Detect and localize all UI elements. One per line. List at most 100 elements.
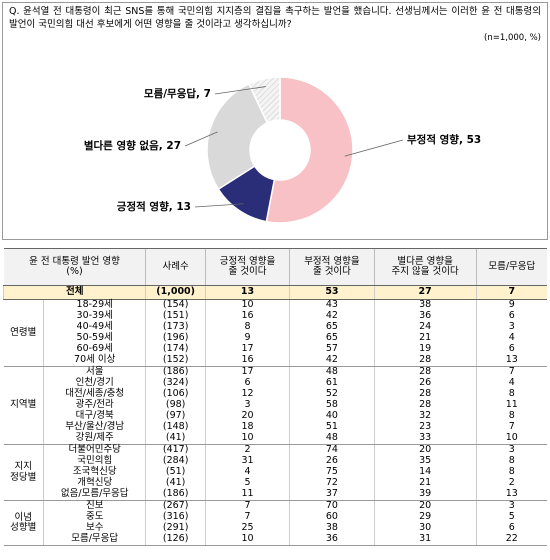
cell: 더불어민주당 [42,444,146,456]
cell: 10 [204,534,290,546]
cell: 10 [204,433,290,445]
cell: 보수 [42,523,146,534]
result-table: 윤 전 대통령 발언 영향 (%) 사례수 긍정적 영향을 줄 것이다 부정적 영향을 … [2,248,547,546]
cell: 17 [204,366,290,378]
cell: 9 [204,333,290,344]
cell: 60 [289,512,375,523]
cell: 13 [475,355,547,367]
cell: 부산/울산/경남 [42,422,146,433]
cell: 70 [289,500,375,512]
table-row: 중도 (316) 7 60 29 5 [4,512,547,523]
table-row: 40-49세 (173) 8 65 24 3 [4,322,547,333]
cell: 국민의힘 [42,456,146,467]
cell: 서울 [42,366,146,378]
data-label: 모름/무응답, 7 [144,88,211,100]
table-row: 없음/모름/무응답 (186) 11 37 39 13 [4,489,547,501]
cell: 40 [289,411,375,422]
cell: 대전/세종/충청 [42,389,146,400]
cell: 36 [289,534,375,546]
cell: 개혁신당 [42,478,146,489]
table-row: 70세 이상 (152) 16 42 28 13 [4,355,547,367]
group-label: 지지 정당별 [3,444,44,501]
group-label: 연령별 [3,299,44,367]
cell: 6 [204,378,290,389]
cell: 42 [289,355,375,367]
table-row: 이념 성향별 진보 (267) 7 70 20 3 [3,500,547,546]
cell: 강원/제주 [42,433,146,445]
cell: (51) [145,467,206,478]
header-cell: 별다른 영향을 주지 않을 것이다 [373,248,477,286]
cell: 모름/무응답 [42,534,146,546]
cell: 14 [373,467,477,478]
cell: (186) [145,366,206,378]
cell: 8 [475,467,547,478]
cell: 10 [475,433,547,445]
cell: 33 [373,433,477,445]
cell: 25 [204,523,290,534]
leader-line [194,203,244,208]
cell: 37 [289,489,375,501]
cell: 26 [373,378,477,389]
cell: (324) [145,378,206,389]
group-text: 정당별 [10,471,37,483]
cell: 75 [289,467,375,478]
table-row: 광주/전라 (98) 3 58 28 11 [4,400,547,411]
cell: 9 [475,299,547,311]
table-row: 지역별 서울 (186) 17 48 28 7 [3,366,547,445]
table-row: 보수 (291) 25 38 30 6 [4,523,547,534]
cell: (152) [145,355,206,367]
cell: 36 [373,311,477,322]
total-row: 전체 (1,000) 13 53 27 7 [2,285,547,300]
cell: 28 [373,389,477,400]
cell: 28 [373,400,477,411]
cell: (173) [145,322,206,333]
cell: 40-49세 [42,322,146,333]
cell: 53 [289,285,375,300]
cell: 없음/모름/무응답 [42,489,146,501]
cell: 6 [475,523,547,534]
cell: 3 [475,322,547,333]
data-label: 별다른 영향 없음, 27 [84,139,181,152]
cell: 광주/전라 [42,400,146,411]
cell: 8 [475,411,547,422]
leader-line [184,131,218,147]
leader-line [344,139,404,157]
cell: (291) [145,523,206,534]
header-text: (%) [66,266,83,277]
chart-panel: Q. 윤석열 전 대통령이 최근 SNS를 통해 국민의힘 지지층의 결집을 촉… [2,2,548,240]
group-text: 성향별 [10,522,37,533]
cell: 51 [289,422,375,433]
cell: 20 [373,500,477,512]
cell: 전체 [2,285,146,300]
cell: 8 [475,389,547,400]
cell: 7 [204,500,290,512]
cell: 29 [373,512,477,523]
cell: 11 [475,400,547,411]
cell: 8 [204,322,290,333]
table-row: 인천/경기 (324) 6 61 26 4 [4,378,547,389]
cell: 18-29세 [42,299,146,311]
cell: (126) [145,534,206,546]
header-row: 윤 전 대통령 발언 영향 (%) 사례수 긍정적 영향을 줄 것이다 부정적 영향을 … [3,248,547,286]
cell: 18 [204,422,290,433]
group-text: 지지 [14,461,32,472]
cell: 30-39세 [42,311,146,322]
leader-line [214,86,266,95]
header-cell: 긍정적 영향을 줄 것이다 [204,248,290,286]
cell: (316) [145,512,206,523]
cell: 58 [289,400,375,411]
cell: 27 [373,285,477,300]
cell: 30 [373,523,477,534]
cell: 2 [475,478,547,489]
cell: 7 [475,422,547,433]
header-text: 윤 전 대통령 발언 영향 [29,255,120,267]
cell: 6 [475,344,547,355]
table-row: 강원/제주 (41) 10 48 33 10 [4,433,547,445]
question: Q. 윤석열 전 대통령이 최근 SNS를 통해 국민의힘 지지층의 결집을 촉… [9,6,541,30]
cell: (417) [145,444,206,456]
cell: (186) [145,489,206,501]
cell: 38 [289,523,375,534]
donut-chart: 부정적 영향, 53 긍정적 영향, 13 별다른 영향 없음, 27 모름/무응답,… [84,76,481,224]
table-row: 지지 정당별 더불어민주당 (417) 2 74 20 3 [3,444,547,501]
